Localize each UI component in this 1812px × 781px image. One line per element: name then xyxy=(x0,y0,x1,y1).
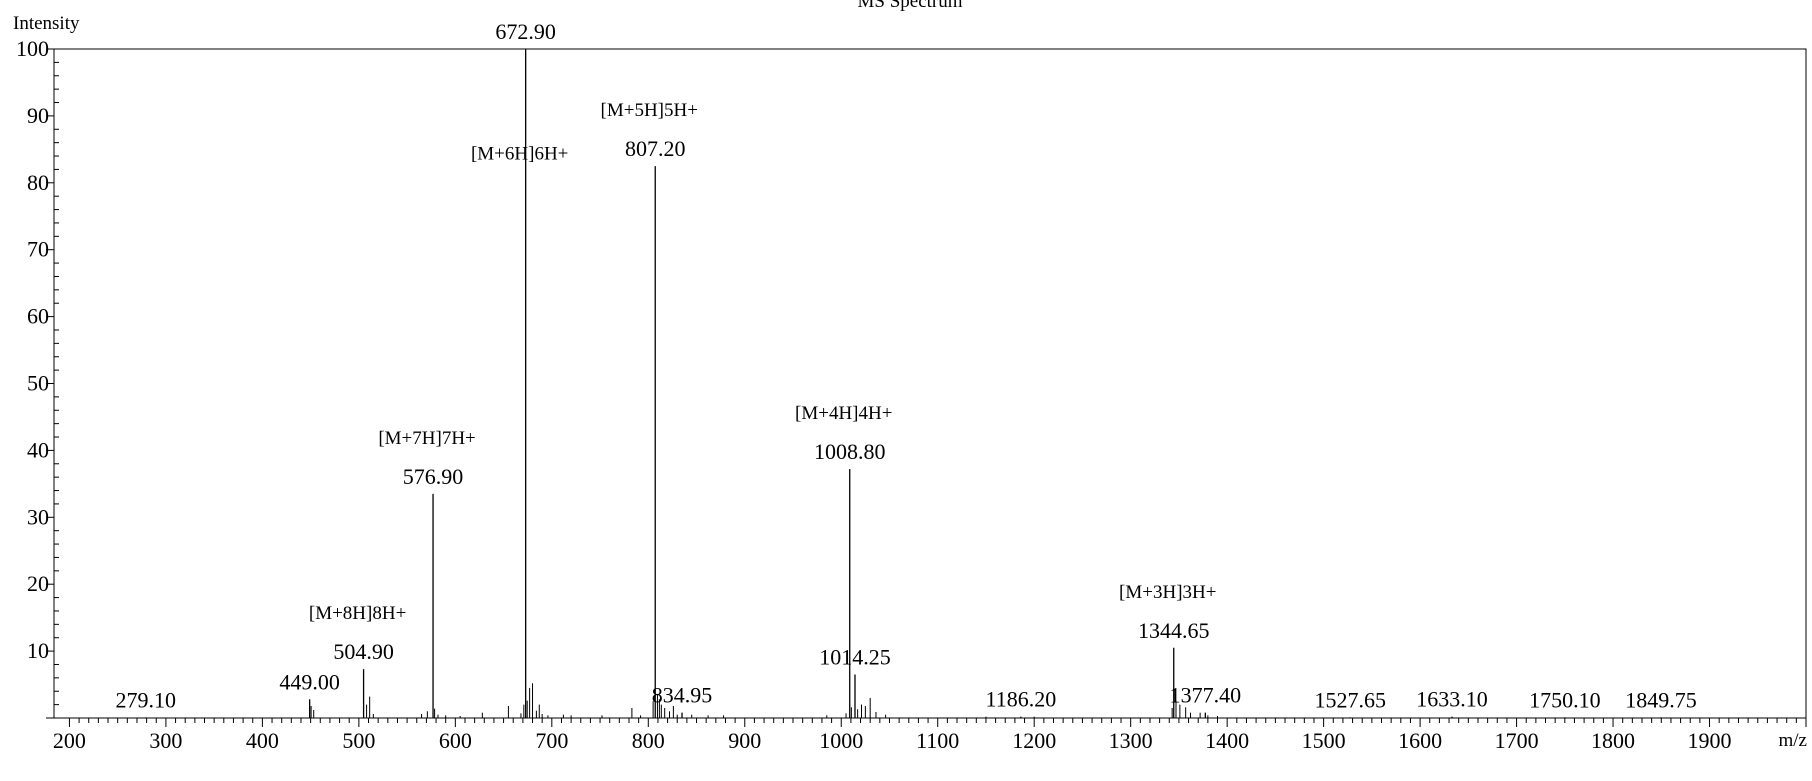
x-tick-label: 1700 xyxy=(1495,728,1539,753)
spectrum-peaks xyxy=(145,49,1662,718)
x-tick-label: 400 xyxy=(246,728,279,753)
x-tick-label: 1200 xyxy=(1012,728,1056,753)
y-tick-label: 20 xyxy=(27,571,49,596)
x-tick-label: 1500 xyxy=(1302,728,1346,753)
peak-mz-label: 576.90 xyxy=(403,464,464,489)
peak-mz-label: 279.10 xyxy=(115,687,176,712)
ion-annotation: [M+6H]6H+ xyxy=(471,143,568,164)
ion-annotation: [M+7H]7H+ xyxy=(378,428,475,449)
x-tick-label: 1600 xyxy=(1398,728,1442,753)
peak-mz-label: 1014.25 xyxy=(819,645,891,670)
peak-mz-label: 1008.80 xyxy=(814,439,886,464)
ion-annotation: [M+8H]8H+ xyxy=(309,603,406,624)
peak-mz-label: 1377.40 xyxy=(1170,683,1242,708)
x-tick-label: 300 xyxy=(149,728,182,753)
x-tick-label: 200 xyxy=(53,728,86,753)
y-tick-label: 30 xyxy=(27,504,49,529)
x-tick-label: 800 xyxy=(632,728,665,753)
peak-annotations: 279.10 449.00 504.90 [M+8H]8H+ 576.90 [M+7H]7… xyxy=(115,19,1696,712)
y-tick-label: 80 xyxy=(27,170,49,195)
y-tick-label: 50 xyxy=(27,371,49,396)
peak-mz-label: 504.90 xyxy=(333,639,394,664)
y-tick-label: 40 xyxy=(27,437,49,462)
peak-mz-label: 834.95 xyxy=(652,683,713,708)
x-tick-label: 600 xyxy=(439,728,472,753)
x-tick-label: 1300 xyxy=(1109,728,1153,753)
peak-mz-label: 1750.10 xyxy=(1529,687,1601,712)
ion-annotation: [M+5H]5H+ xyxy=(601,100,698,121)
peak-mz-label: 1527.65 xyxy=(1315,687,1387,712)
x-tick-label: 1100 xyxy=(916,728,959,753)
peak-mz-label: 1849.75 xyxy=(1625,687,1697,712)
peak-mz-label: 1186.20 xyxy=(986,687,1057,712)
peak-mz-label: 807.20 xyxy=(625,136,686,161)
y-tick-label: 100 xyxy=(16,36,49,61)
y-axis-title: Intensity xyxy=(13,13,80,34)
x-tick-label: 900 xyxy=(728,728,761,753)
x-tick-label: 700 xyxy=(535,728,568,753)
peak-mz-label: 672.90 xyxy=(495,19,556,44)
x-axis-title: m/z xyxy=(1779,730,1808,751)
y-tick-label: 60 xyxy=(27,304,49,329)
peak-mz-label: 1633.10 xyxy=(1416,687,1488,712)
peak-mz-label: 1344.65 xyxy=(1138,618,1210,643)
y-tick-label: 90 xyxy=(27,103,49,128)
x-tick-label: 500 xyxy=(342,728,375,753)
y-tick-label: 10 xyxy=(27,638,49,663)
ion-annotation: [M+4H]4H+ xyxy=(795,403,892,424)
x-tick-label: 1000 xyxy=(819,728,863,753)
x-tick-label: 1800 xyxy=(1591,728,1635,753)
x-tick-label: 1400 xyxy=(1205,728,1249,753)
x-tick-label: 1900 xyxy=(1688,728,1732,753)
y-tick-label: 70 xyxy=(27,237,49,262)
chart-title: MS Spectrum xyxy=(857,0,962,12)
ion-annotation: [M+3H]3H+ xyxy=(1119,582,1216,603)
peak-mz-label: 449.00 xyxy=(279,669,340,694)
axis-ticks: 200 300 400 500 600 700 800 900 1000 1100 1200 1300… xyxy=(16,36,1807,753)
